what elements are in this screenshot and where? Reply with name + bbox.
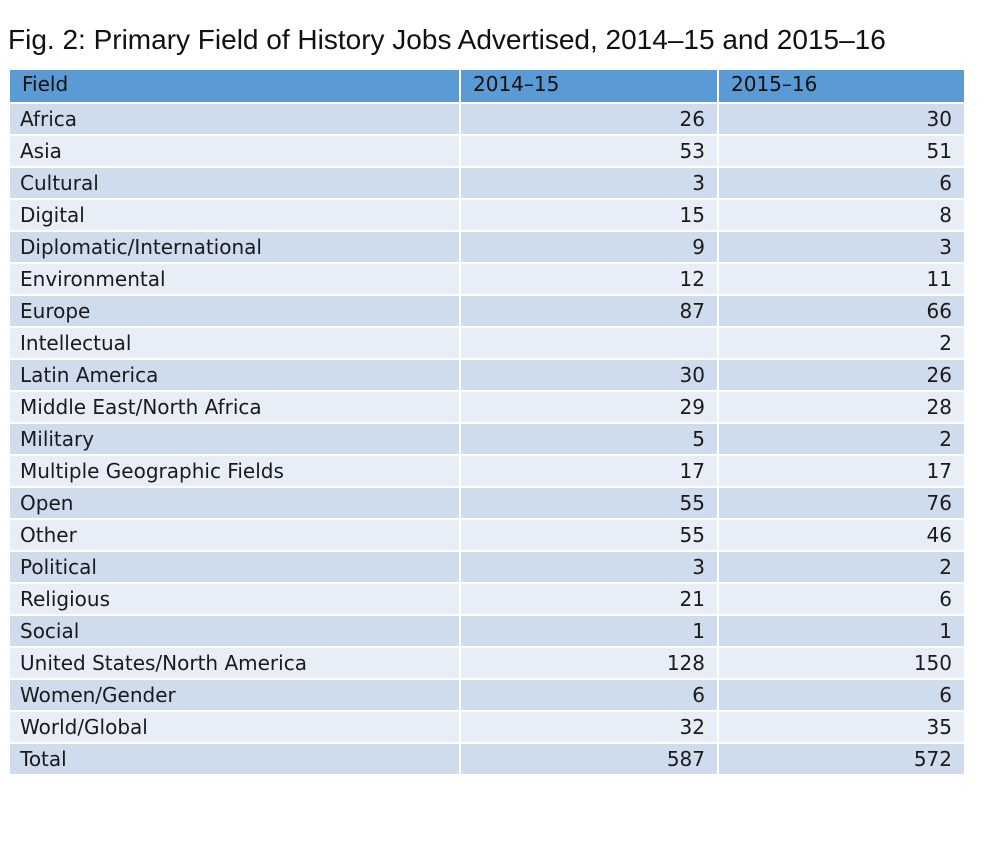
cell-2014-15: 3 <box>459 550 719 584</box>
column-header-field: Field <box>8 68 461 104</box>
cell-2014-15: 128 <box>459 646 719 680</box>
figure-title: Fig. 2: Primary Field of History Jobs Ad… <box>8 24 886 55</box>
cell-field: United States/North America <box>8 646 461 680</box>
table-row: Social 1 1 <box>8 614 966 648</box>
cell-2015-16: 3 <box>717 230 966 264</box>
table-row: Environmental 12 11 <box>8 262 966 296</box>
cell-2014-15: 29 <box>459 390 719 424</box>
cell-field: Other <box>8 518 461 552</box>
cell-2014-15: 15 <box>459 198 719 232</box>
table-row: Cultural 3 6 <box>8 166 966 200</box>
table-row: Middle East/North Africa 29 28 <box>8 390 966 424</box>
cell-field: Middle East/North Africa <box>8 390 461 424</box>
cell-2015-16: 66 <box>717 294 966 328</box>
table-row: Digital 15 8 <box>8 198 966 232</box>
cell-2014-15: 9 <box>459 230 719 264</box>
cell-2015-16: 150 <box>717 646 966 680</box>
table-row: Diplomatic/International 9 3 <box>8 230 966 264</box>
table-row: Women/Gender 6 6 <box>8 678 966 712</box>
table-row: Europe 87 66 <box>8 294 966 328</box>
cell-field: World/Global <box>8 710 461 744</box>
cell-2015-16: 35 <box>717 710 966 744</box>
cell-2014-15: 55 <box>459 518 719 552</box>
cell-2015-16: 28 <box>717 390 966 424</box>
cell-2015-16: 8 <box>717 198 966 232</box>
cell-2015-16: 51 <box>717 134 966 168</box>
cell-field: Total <box>8 742 461 776</box>
cell-field: Cultural <box>8 166 461 200</box>
column-header-2014-15: 2014–15 <box>459 68 719 104</box>
table-row: Multiple Geographic Fields 17 17 <box>8 454 966 488</box>
cell-field: Multiple Geographic Fields <box>8 454 461 488</box>
table-row: Military 5 2 <box>8 422 966 456</box>
cell-2014-15: 26 <box>459 102 719 136</box>
cell-field: Africa <box>8 102 461 136</box>
table-row: Asia 53 51 <box>8 134 966 168</box>
table-body: Africa 26 30 Asia 53 51 Cultural 3 6 Digital 15 8 Di… <box>8 102 966 776</box>
table-row: Latin America 30 26 <box>8 358 966 392</box>
cell-field: Religious <box>8 582 461 616</box>
cell-2015-16: 2 <box>717 550 966 584</box>
cell-2015-16: 6 <box>717 166 966 200</box>
cell-2014-15: 30 <box>459 358 719 392</box>
cell-2014-15: 12 <box>459 262 719 296</box>
cell-field: Social <box>8 614 461 648</box>
cell-field: Open <box>8 486 461 520</box>
table-row: Africa 26 30 <box>8 102 966 136</box>
cell-field: Europe <box>8 294 461 328</box>
column-header-2015-16: 2015–16 <box>717 68 966 104</box>
cell-2014-15: 6 <box>459 678 719 712</box>
cell-2015-16: 2 <box>717 326 966 360</box>
cell-2014-15: 5 <box>459 422 719 456</box>
cell-field: Environmental <box>8 262 461 296</box>
cell-field: Diplomatic/International <box>8 230 461 264</box>
cell-field: Asia <box>8 134 461 168</box>
jobs-table: Field 2014–15 2015–16 Africa 26 30 Asia 53 51… <box>8 68 966 776</box>
cell-2015-16: 572 <box>717 742 966 776</box>
cell-field: Political <box>8 550 461 584</box>
cell-field: Military <box>8 422 461 456</box>
table-row: World/Global 32 35 <box>8 710 966 744</box>
cell-2015-16: 11 <box>717 262 966 296</box>
table-row: Other 55 46 <box>8 518 966 552</box>
table-row: Intellectual 2 <box>8 326 966 360</box>
cell-2014-15: 3 <box>459 166 719 200</box>
cell-field: Women/Gender <box>8 678 461 712</box>
cell-2014-15: 21 <box>459 582 719 616</box>
cell-2014-15: 32 <box>459 710 719 744</box>
cell-2015-16: 1 <box>717 614 966 648</box>
cell-2015-16: 6 <box>717 582 966 616</box>
cell-2015-16: 2 <box>717 422 966 456</box>
table-header-row: Field 2014–15 2015–16 <box>8 68 966 104</box>
cell-2015-16: 30 <box>717 102 966 136</box>
table-row: United States/North America 128 150 <box>8 646 966 680</box>
cell-2014-15: 587 <box>459 742 719 776</box>
cell-field: Latin America <box>8 358 461 392</box>
cell-field: Intellectual <box>8 326 461 360</box>
cell-2014-15: 1 <box>459 614 719 648</box>
cell-2014-15 <box>459 326 719 360</box>
cell-2014-15: 53 <box>459 134 719 168</box>
cell-2014-15: 17 <box>459 454 719 488</box>
table-row: Total 587 572 <box>8 742 966 776</box>
cell-2014-15: 55 <box>459 486 719 520</box>
cell-2015-16: 17 <box>717 454 966 488</box>
cell-2015-16: 46 <box>717 518 966 552</box>
cell-2014-15: 87 <box>459 294 719 328</box>
table-row: Political 3 2 <box>8 550 966 584</box>
cell-2015-16: 26 <box>717 358 966 392</box>
cell-2015-16: 6 <box>717 678 966 712</box>
table-row: Open 55 76 <box>8 486 966 520</box>
cell-field: Digital <box>8 198 461 232</box>
table-row: Religious 21 6 <box>8 582 966 616</box>
cell-2015-16: 76 <box>717 486 966 520</box>
